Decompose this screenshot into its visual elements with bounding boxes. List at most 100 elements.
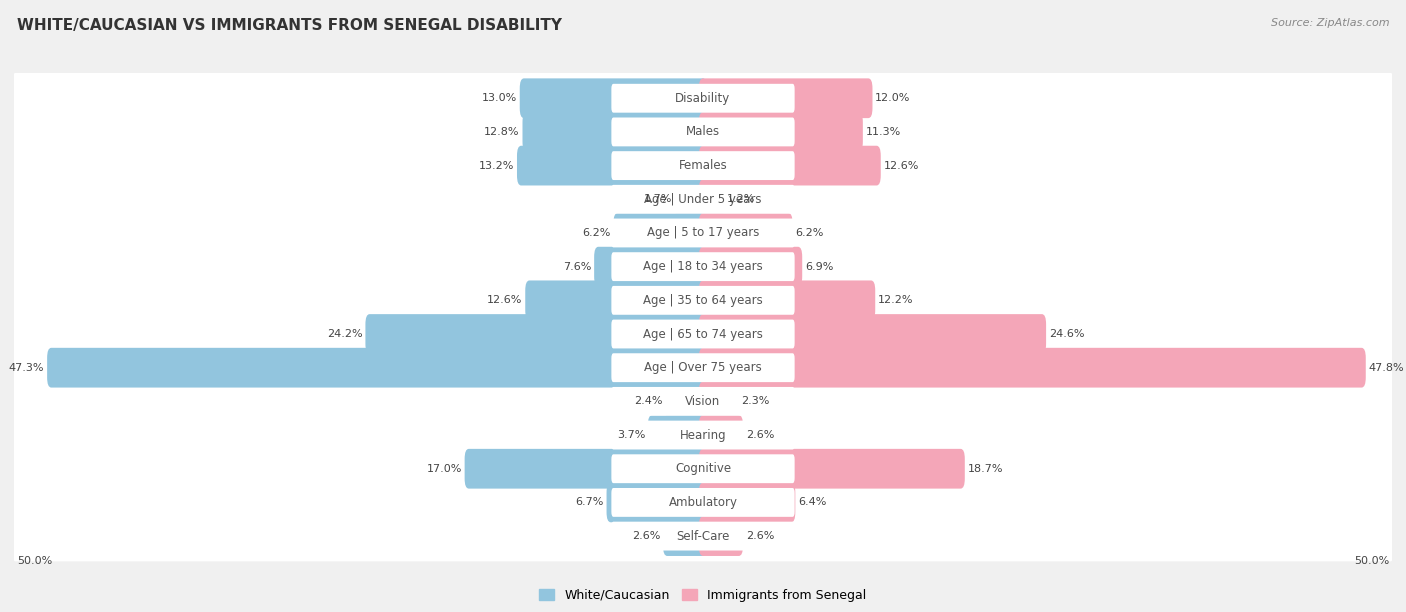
FancyBboxPatch shape [612, 252, 794, 281]
FancyBboxPatch shape [48, 348, 707, 387]
FancyBboxPatch shape [13, 174, 1393, 225]
Text: 18.7%: 18.7% [967, 464, 1002, 474]
FancyBboxPatch shape [699, 381, 738, 421]
FancyBboxPatch shape [699, 213, 793, 253]
FancyBboxPatch shape [699, 415, 742, 455]
Text: 2.6%: 2.6% [631, 531, 661, 541]
Text: 6.4%: 6.4% [799, 498, 827, 507]
Text: 6.2%: 6.2% [582, 228, 610, 238]
Text: Females: Females [679, 159, 727, 172]
Text: Age | 5 to 17 years: Age | 5 to 17 years [647, 226, 759, 239]
FancyBboxPatch shape [699, 179, 724, 219]
FancyBboxPatch shape [13, 410, 1393, 460]
FancyBboxPatch shape [13, 241, 1393, 292]
FancyBboxPatch shape [699, 348, 1365, 387]
Text: Age | Over 75 years: Age | Over 75 years [644, 361, 762, 374]
FancyBboxPatch shape [664, 517, 707, 556]
Text: Age | 65 to 74 years: Age | 65 to 74 years [643, 327, 763, 340]
FancyBboxPatch shape [612, 185, 794, 214]
Text: 2.3%: 2.3% [741, 397, 770, 406]
Text: Cognitive: Cognitive [675, 462, 731, 476]
Text: 17.0%: 17.0% [426, 464, 461, 474]
FancyBboxPatch shape [13, 444, 1393, 494]
FancyBboxPatch shape [612, 353, 794, 382]
Text: 1.7%: 1.7% [644, 194, 672, 204]
Text: 6.7%: 6.7% [575, 498, 603, 507]
FancyBboxPatch shape [13, 106, 1393, 157]
Text: Age | Under 5 years: Age | Under 5 years [644, 193, 762, 206]
FancyBboxPatch shape [13, 342, 1393, 393]
Text: 24.6%: 24.6% [1049, 329, 1084, 339]
FancyBboxPatch shape [675, 179, 707, 219]
Text: WHITE/CAUCASIAN VS IMMIGRANTS FROM SENEGAL DISABILITY: WHITE/CAUCASIAN VS IMMIGRANTS FROM SENEG… [17, 18, 562, 34]
FancyBboxPatch shape [13, 511, 1393, 561]
FancyBboxPatch shape [612, 420, 794, 449]
FancyBboxPatch shape [606, 482, 707, 522]
Text: Disability: Disability [675, 92, 731, 105]
Text: 12.0%: 12.0% [875, 93, 911, 103]
FancyBboxPatch shape [699, 112, 863, 152]
FancyBboxPatch shape [699, 449, 965, 488]
FancyBboxPatch shape [666, 381, 707, 421]
FancyBboxPatch shape [517, 146, 707, 185]
FancyBboxPatch shape [523, 112, 707, 152]
FancyBboxPatch shape [699, 247, 803, 286]
Text: 11.3%: 11.3% [866, 127, 901, 137]
Text: Source: ZipAtlas.com: Source: ZipAtlas.com [1271, 18, 1389, 28]
FancyBboxPatch shape [648, 415, 707, 455]
FancyBboxPatch shape [13, 73, 1393, 124]
FancyBboxPatch shape [464, 449, 707, 488]
FancyBboxPatch shape [612, 387, 794, 416]
Legend: White/Caucasian, Immigrants from Senegal: White/Caucasian, Immigrants from Senegal [534, 584, 872, 607]
Text: 47.3%: 47.3% [8, 363, 45, 373]
FancyBboxPatch shape [520, 78, 707, 118]
Text: 13.2%: 13.2% [479, 160, 515, 171]
Text: 6.9%: 6.9% [806, 262, 834, 272]
FancyBboxPatch shape [526, 280, 707, 320]
Text: Ambulatory: Ambulatory [668, 496, 738, 509]
FancyBboxPatch shape [612, 218, 794, 247]
FancyBboxPatch shape [612, 488, 794, 517]
Text: 47.8%: 47.8% [1368, 363, 1405, 373]
Text: 12.6%: 12.6% [883, 160, 920, 171]
Text: 13.0%: 13.0% [482, 93, 517, 103]
FancyBboxPatch shape [612, 521, 794, 551]
Text: 2.6%: 2.6% [745, 430, 775, 440]
Text: 2.6%: 2.6% [745, 531, 775, 541]
FancyBboxPatch shape [13, 376, 1393, 427]
FancyBboxPatch shape [366, 314, 707, 354]
FancyBboxPatch shape [699, 146, 880, 185]
FancyBboxPatch shape [595, 247, 707, 286]
FancyBboxPatch shape [699, 482, 796, 522]
Text: Vision: Vision [685, 395, 721, 408]
FancyBboxPatch shape [13, 140, 1393, 191]
Text: 7.6%: 7.6% [562, 262, 592, 272]
Text: 12.8%: 12.8% [484, 127, 520, 137]
FancyBboxPatch shape [612, 118, 794, 146]
Text: 12.6%: 12.6% [486, 296, 523, 305]
FancyBboxPatch shape [13, 308, 1393, 359]
FancyBboxPatch shape [612, 454, 794, 483]
FancyBboxPatch shape [613, 213, 707, 253]
FancyBboxPatch shape [13, 477, 1393, 528]
Text: 24.2%: 24.2% [328, 329, 363, 339]
FancyBboxPatch shape [612, 319, 794, 348]
FancyBboxPatch shape [699, 517, 742, 556]
Text: 1.2%: 1.2% [727, 194, 755, 204]
FancyBboxPatch shape [612, 84, 794, 113]
FancyBboxPatch shape [699, 314, 1046, 354]
Text: 2.4%: 2.4% [634, 397, 664, 406]
Text: Males: Males [686, 125, 720, 138]
FancyBboxPatch shape [699, 78, 873, 118]
FancyBboxPatch shape [13, 207, 1393, 258]
Text: 6.2%: 6.2% [796, 228, 824, 238]
Text: 50.0%: 50.0% [17, 556, 52, 566]
FancyBboxPatch shape [612, 286, 794, 315]
Text: 50.0%: 50.0% [1354, 556, 1389, 566]
Text: Hearing: Hearing [679, 428, 727, 441]
Text: Self-Care: Self-Care [676, 529, 730, 543]
FancyBboxPatch shape [612, 151, 794, 180]
Text: 3.7%: 3.7% [617, 430, 645, 440]
Text: Age | 18 to 34 years: Age | 18 to 34 years [643, 260, 763, 273]
FancyBboxPatch shape [699, 280, 875, 320]
